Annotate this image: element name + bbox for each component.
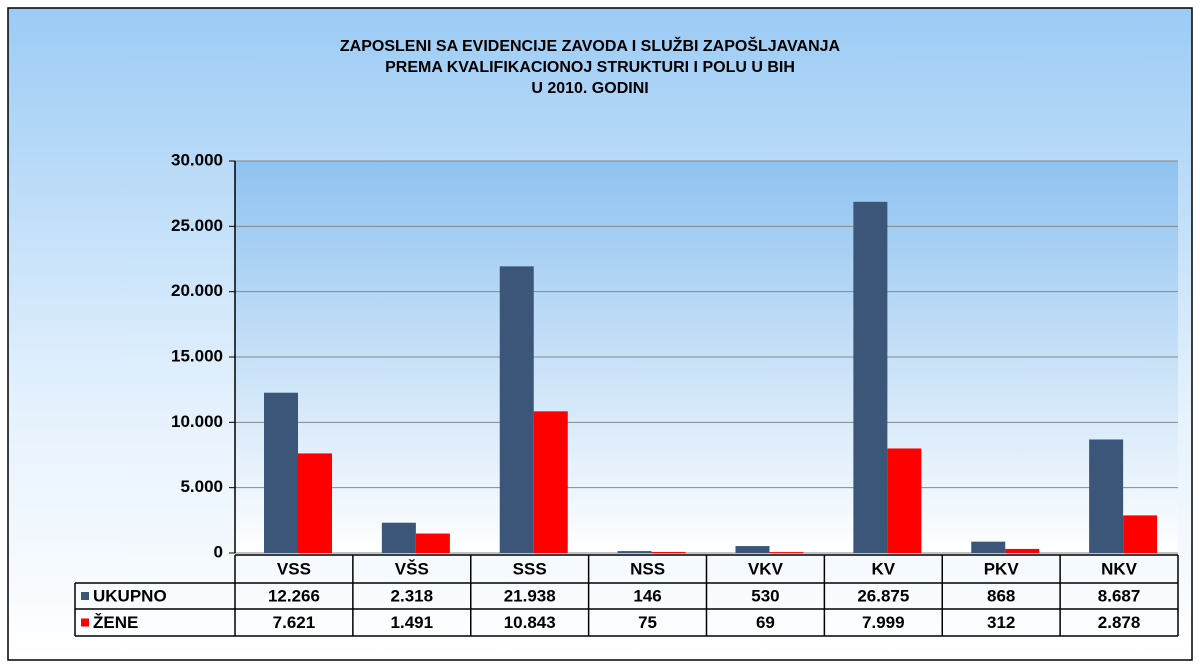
table-value: 10.843	[504, 613, 556, 632]
table-value: 530	[751, 586, 779, 605]
table-value: 26.875	[857, 586, 909, 605]
bar	[264, 392, 298, 553]
table-value: 75	[638, 613, 657, 632]
x-tick-label: VKV	[748, 559, 784, 578]
y-tick-label: 25.000	[171, 216, 223, 235]
bar	[971, 541, 1006, 553]
table-value: 868	[987, 586, 1015, 605]
table-value: 312	[987, 613, 1015, 632]
x-tick-label: SSS	[513, 559, 547, 578]
x-tick-label: VŠS	[395, 559, 429, 578]
chart-title: ZAPOSLENI SA EVIDENCIJE ZAVODA I SLUŽBI …	[340, 36, 841, 55]
bar	[1123, 515, 1158, 553]
table-value: 1.491	[391, 613, 434, 632]
bar	[1005, 548, 1040, 553]
bar	[651, 552, 686, 553]
table-value: 2.878	[1098, 613, 1141, 632]
bar	[769, 552, 804, 553]
table-value: 7.621	[273, 613, 316, 632]
table-value: 146	[633, 586, 661, 605]
table-value: 69	[756, 613, 775, 632]
y-tick-label: 5.000	[180, 477, 223, 496]
legend-label: ŽENE	[93, 613, 138, 632]
bar	[533, 411, 568, 553]
y-tick-label: 15.000	[171, 346, 223, 365]
chart-title: PREMA KVALIFIKACIONOJ STRUKTURI I POLU U…	[385, 59, 795, 76]
chart-title: U 2010. GODINI	[531, 80, 648, 97]
bar	[853, 201, 888, 554]
bar	[499, 266, 534, 553]
bar	[381, 522, 416, 553]
legend-swatch	[81, 592, 89, 600]
table-value: 8.687	[1098, 586, 1141, 605]
bar	[887, 448, 922, 553]
x-tick-label: NSS	[630, 559, 665, 578]
x-tick-label: NKV	[1101, 559, 1138, 578]
y-tick-label: 30.000	[171, 150, 223, 169]
bar	[415, 533, 450, 553]
y-tick-label: 10.000	[171, 412, 223, 431]
table-value: 21.938	[504, 586, 556, 605]
x-tick-label: PKV	[984, 559, 1020, 578]
bar	[735, 546, 770, 553]
x-tick-label: KV	[872, 559, 896, 578]
table-value: 12.266	[268, 586, 320, 605]
bar	[1089, 439, 1124, 553]
legend-swatch	[81, 618, 89, 627]
table-value: 2.318	[391, 586, 434, 605]
bar	[298, 453, 332, 553]
y-tick-label: 20.000	[171, 281, 223, 300]
legend-label: UKUPNO	[93, 586, 167, 605]
x-tick-label: VSS	[277, 559, 311, 578]
table-value: 7.999	[862, 613, 905, 632]
y-tick-label: 0	[214, 542, 223, 561]
bar	[617, 551, 652, 553]
